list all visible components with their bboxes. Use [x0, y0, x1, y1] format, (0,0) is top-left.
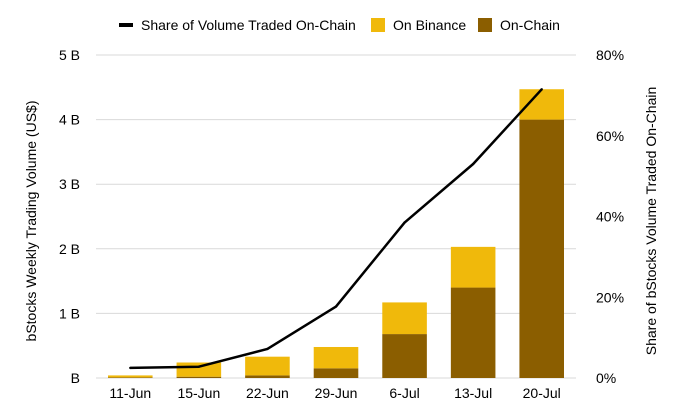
legend-label: Share of Volume Traded On-Chain — [141, 17, 356, 33]
x-tick-label: 20-Jul — [523, 385, 561, 401]
bar-on-chain — [382, 334, 427, 378]
bar-on-chain — [450, 287, 496, 378]
x-tick-label: 13-Jul — [454, 385, 492, 401]
y-tick-label: B — [71, 370, 80, 386]
legend-label: On Binance — [393, 17, 466, 33]
x-tick-label: 11-Jun — [109, 385, 151, 401]
legend: Share of Volume Traded On-Chain On Binanc… — [119, 17, 560, 33]
y2-tick-label: 40% — [596, 209, 624, 225]
line-point — [403, 221, 406, 224]
y-axis-label: bStocks Weekly Trading Volume (US$) — [23, 101, 39, 342]
line-point — [334, 305, 338, 308]
gridlines — [96, 54, 576, 379]
y2-tick-label: 80% — [596, 47, 624, 63]
y2-axis-ticks: 0% 20% 40% 60% 80% — [596, 47, 624, 386]
bar-on-binance — [382, 302, 427, 335]
bar-on-binance — [450, 246, 496, 288]
bar-on-binance — [245, 356, 290, 376]
bar-on-chain — [245, 375, 290, 378]
legend-box-swatch — [478, 18, 492, 32]
bar-on-chain — [519, 119, 564, 378]
y-axis-ticks: B 1 B 2 B 3 B 4 B 5 B — [59, 47, 80, 386]
y2-tick-label: 0% — [596, 370, 616, 386]
y-tick-label: 5 B — [59, 47, 80, 63]
legend-label: On-Chain — [500, 17, 560, 33]
bars — [108, 89, 564, 378]
line-point — [197, 365, 201, 368]
x-tick-label: 6-Jul — [389, 385, 419, 401]
x-tick-label: 29-Jun — [315, 385, 358, 401]
bar-on-binance — [313, 346, 359, 369]
bar-on-binance — [176, 362, 222, 377]
bar-on-binance — [108, 375, 153, 378]
y-tick-label: 4 B — [59, 112, 80, 128]
line-point — [129, 366, 132, 370]
share-line — [129, 88, 543, 370]
y-tick-label: 1 B — [59, 305, 80, 321]
y2-axis-label: Share of bStocks Volume Traded On-Chain — [643, 87, 659, 355]
line-point — [266, 347, 269, 351]
legend-box-swatch — [371, 18, 385, 32]
y-tick-label: 2 B — [59, 241, 80, 257]
bar-on-chain — [176, 376, 222, 378]
legend-line-swatch — [119, 23, 133, 27]
x-tick-label: 22-Jun — [246, 385, 289, 401]
bar-on-chain — [108, 377, 153, 378]
line-point — [471, 162, 475, 166]
x-tick-label: 15-Jun — [177, 385, 220, 401]
line-point — [540, 88, 543, 91]
bar-on-binance — [519, 89, 564, 120]
y2-tick-label: 60% — [596, 128, 624, 144]
x-axis-ticks: 11-Jun 15-Jun 22-Jun 29-Jun 6-Jul 13-Jul 20-Ju… — [109, 385, 560, 401]
bar-on-chain — [313, 368, 359, 378]
y-tick-label: 3 B — [59, 176, 80, 192]
y2-tick-label: 20% — [596, 289, 624, 305]
